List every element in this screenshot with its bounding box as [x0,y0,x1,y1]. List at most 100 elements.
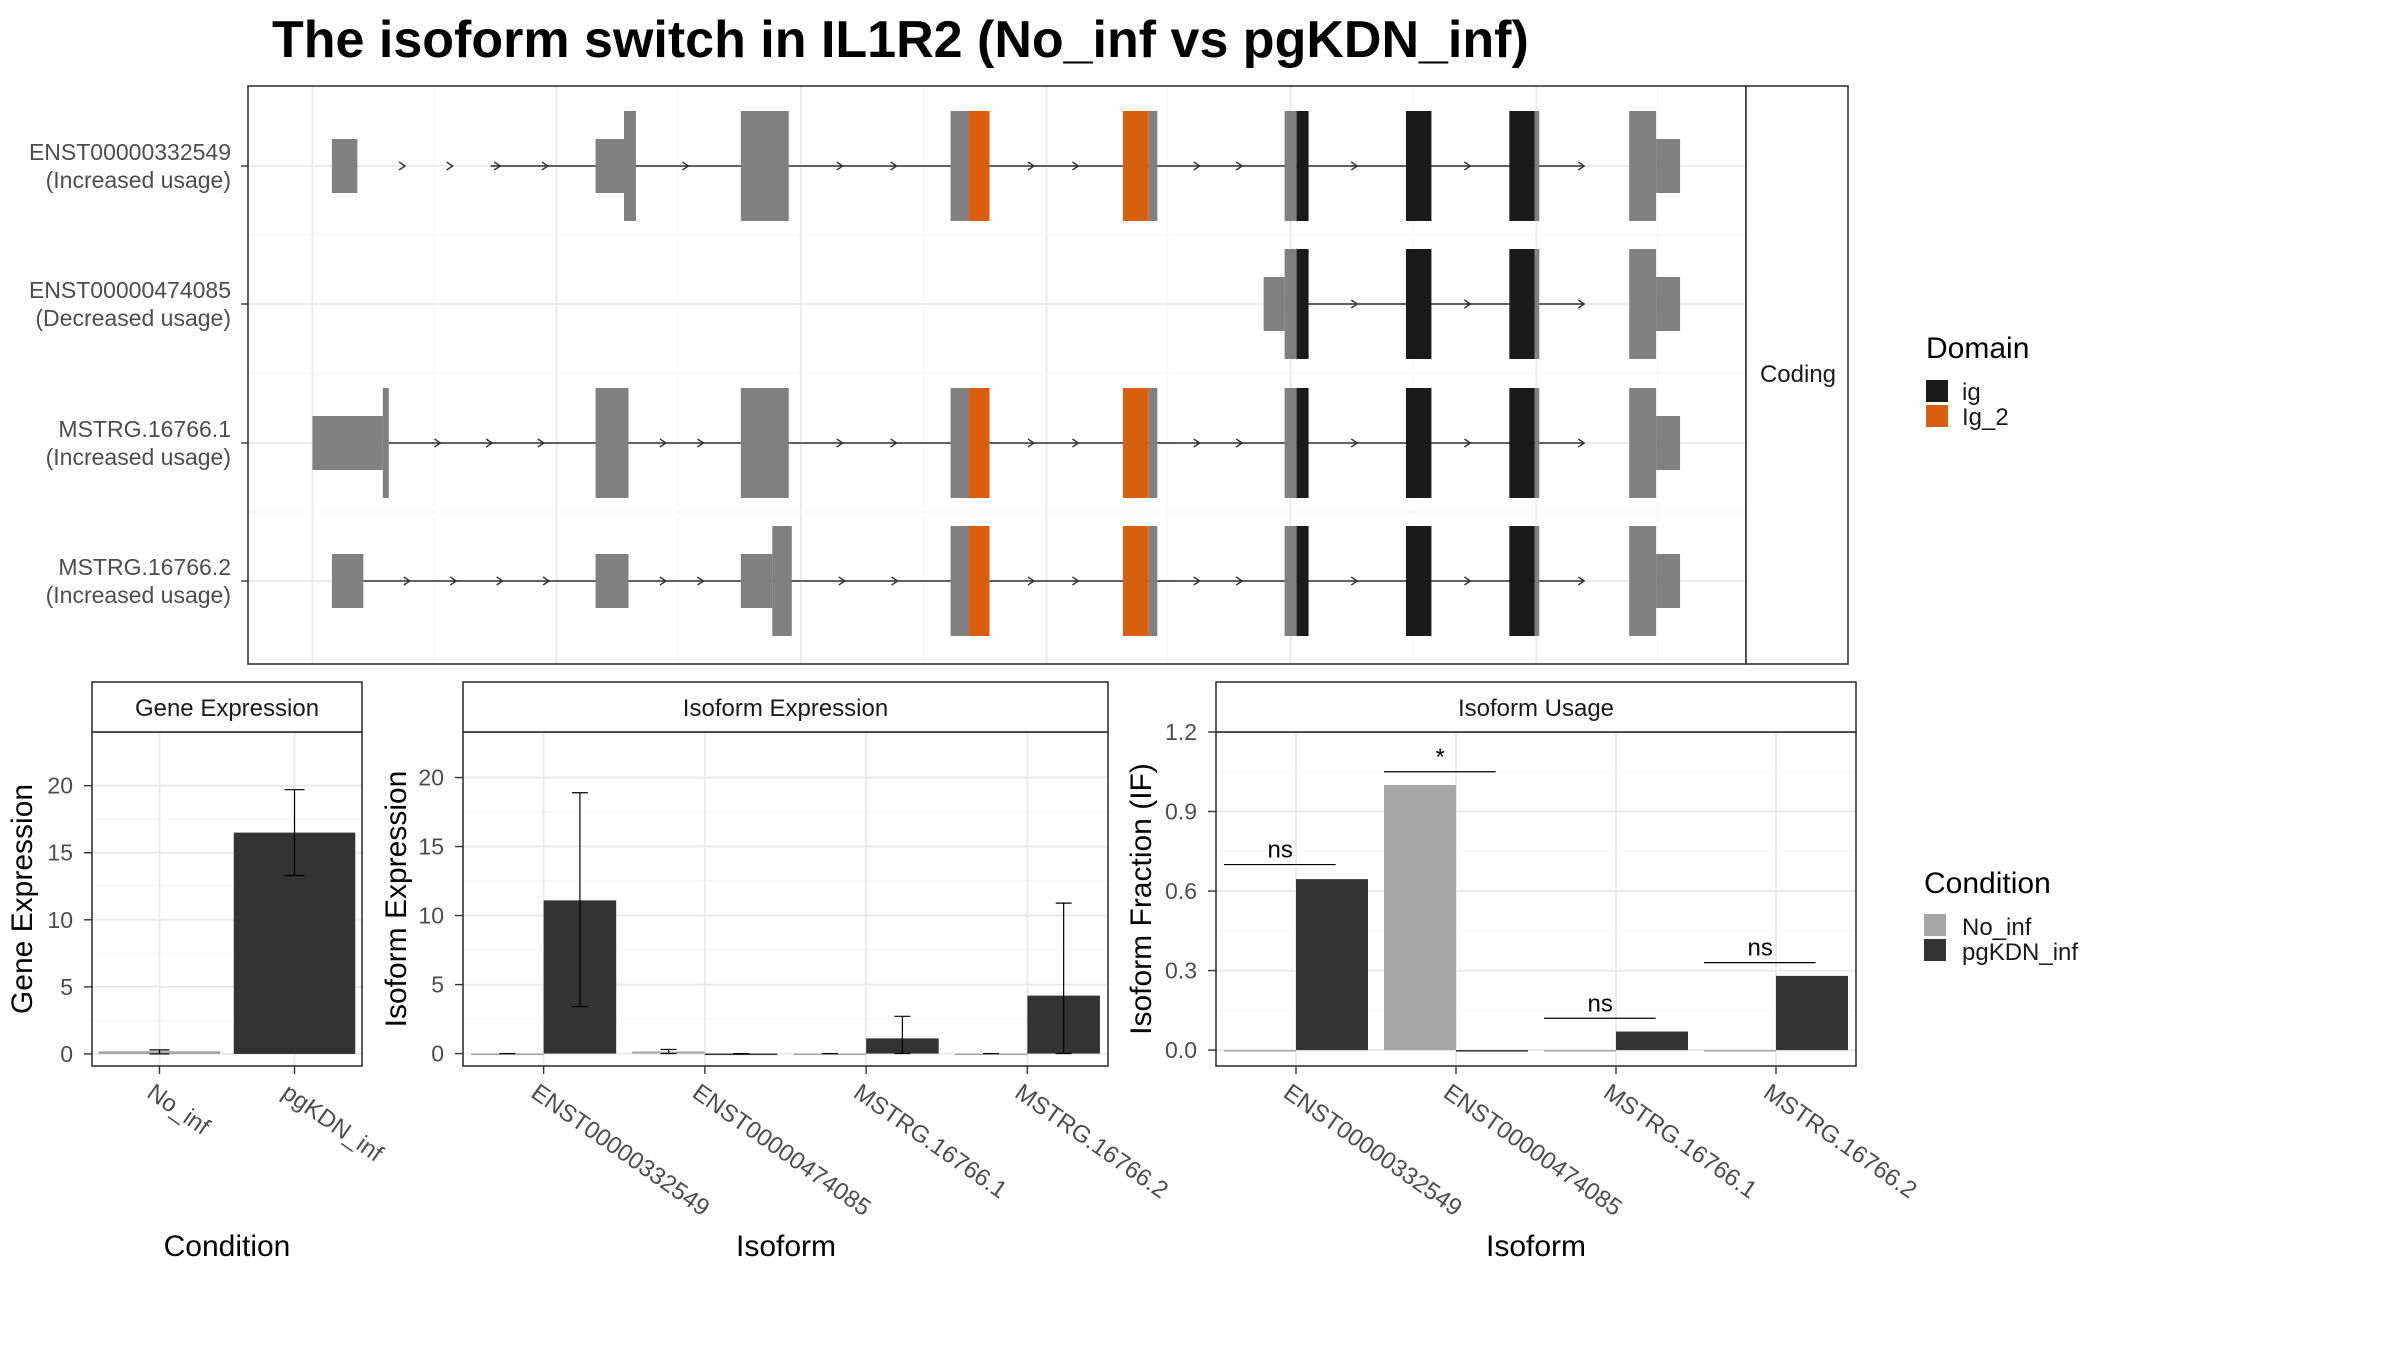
strand-arrow [1235,161,1244,171]
bar-pgKDN_inf-MSTRG.16766.1 [1616,1031,1688,1051]
strand-arrow [542,576,551,586]
condition-legend-label-no-inf: No_inf [1962,914,2032,941]
significance-label: * [1435,744,1444,771]
coding-strip-label: Coding [1760,361,1836,388]
x-tick-label: MSTRG.16766.1 [849,1079,1012,1204]
x-axis-title: Condition [164,1230,291,1263]
condition-legend: Condition No_inf pgKDN_inf [1924,867,2078,966]
condition-legend-title: Condition [1924,867,2051,900]
condition-legend-key-pgkdn-inf [1924,939,1946,961]
exon [1629,111,1657,221]
exon [1534,249,1540,359]
exon [1534,526,1540,636]
strand-arrow [1193,438,1201,448]
condition-legend-label-pgkdn-inf: pgKDN_inf [1962,939,2078,966]
strand-arrow [1350,299,1359,309]
bar-chart-panels: Gene Expression 0 5 10 15 20 No_inf pgKDN_inf Co… [6,681,1922,1263]
x-tick-label: ENST00000474085 [687,1079,875,1222]
exon-domain-ig_2 [1122,111,1149,221]
transcript-status-label: (Increased usage) [46,444,231,470]
strand-arrow [541,161,550,171]
exon [1284,526,1297,636]
strand-arrow [659,576,668,586]
strand-arrow [1027,438,1036,448]
exon [312,416,383,470]
strand-arrow [1072,576,1080,586]
exon [772,526,792,636]
strand-arrow [838,576,846,586]
panel-strip [91,681,363,733]
exon [1263,277,1285,331]
strand-arrow [1235,438,1244,448]
strand-arrow [403,576,412,586]
exon [1629,526,1657,636]
strand-arrow [836,438,844,448]
strand-arrow [1350,161,1359,171]
exon-domain-ig [1296,249,1309,359]
exon [740,554,773,608]
bar-panel-1: Isoform Expression 0 5 10 15 20 ENST0000033254… [380,681,1173,1263]
bar-No_inf-ENST00000474085 [1384,785,1456,1051]
transcript-row-MSTRG.16766.1 [312,388,1681,498]
exon-domain-ig_2 [1122,526,1149,636]
exon [1656,416,1681,470]
transcript-name-label: ENST00000332549 [29,139,231,165]
exon [595,139,624,193]
y-tick-label: 0 [60,1041,73,1067]
x-tick-label: MSTRG.16766.1 [1599,1079,1762,1204]
transcript-name-label: ENST00000474085 [29,277,231,303]
strand-arrow [1193,576,1201,586]
exon [1656,554,1681,608]
transcript-row-ENST00000474085 [1263,249,1681,359]
exon [1534,388,1540,498]
strand-arrow [1577,438,1586,448]
y-tick-label: 5 [431,972,444,998]
bar-No_inf-MSTRG.16766.2 [1704,1050,1776,1052]
y-tick-label: 15 [47,840,73,866]
x-tick-label: ENST00000332549 [526,1079,714,1222]
x-tick-label: pgKDN_inf [277,1079,388,1168]
exon-domain-ig [1509,526,1535,636]
exon-domain-ig [1405,111,1432,221]
y-tick-label: 10 [418,903,444,929]
exon [1148,388,1158,498]
y-axis-title: Isoform Expression [380,771,413,1028]
strand-arrow [682,161,690,171]
x-tick-label: No_inf [142,1079,215,1141]
strand-arrow [1027,161,1036,171]
exon-domain-ig_2 [968,111,990,221]
panel-strip [1215,681,1857,733]
strand-arrow [1463,576,1472,586]
exon [950,111,969,221]
strand-arrow [485,438,494,448]
y-tick-label: 20 [418,765,444,791]
y-axis-title: Gene Expression [6,784,39,1014]
transcript-row-MSTRG.16766.2 [331,526,1681,636]
bar-pgKDN_inf-ENST00000474085 [704,1053,778,1056]
exon [623,111,636,221]
exon [1148,111,1158,221]
panel-strip [462,681,1109,733]
exon-domain-ig_2 [968,388,990,498]
exon [1629,388,1657,498]
transcript-name-label: MSTRG.16766.2 [58,554,231,580]
domain-legend-title: Domain [1926,332,2029,365]
strand-arrow [449,576,458,586]
exon-domain-ig_2 [968,526,990,636]
strand-arrow [1577,161,1586,171]
exon-domain-ig [1509,249,1535,359]
bar-No_inf-MSTRG.16766.2 [954,1053,1028,1056]
strand-arrow [697,576,705,586]
bar-pgKDN_inf-ENST00000332549 [1296,879,1368,1051]
significance-label: ns [1587,990,1612,1017]
y-tick-label: 15 [418,834,444,860]
strand-arrow [890,438,898,448]
coding-strip [1745,85,1849,665]
transcript-name-label: MSTRG.16766.1 [58,416,231,442]
exon [382,388,389,498]
transcript-status-label: (Increased usage) [46,167,231,193]
bar-pgKDN_inf-ENST00000474085 [1456,1050,1528,1052]
bar-No_inf-MSTRG.16766.1 [1544,1050,1616,1052]
domain-legend: Domain ig Ig_2 [1926,332,2029,431]
